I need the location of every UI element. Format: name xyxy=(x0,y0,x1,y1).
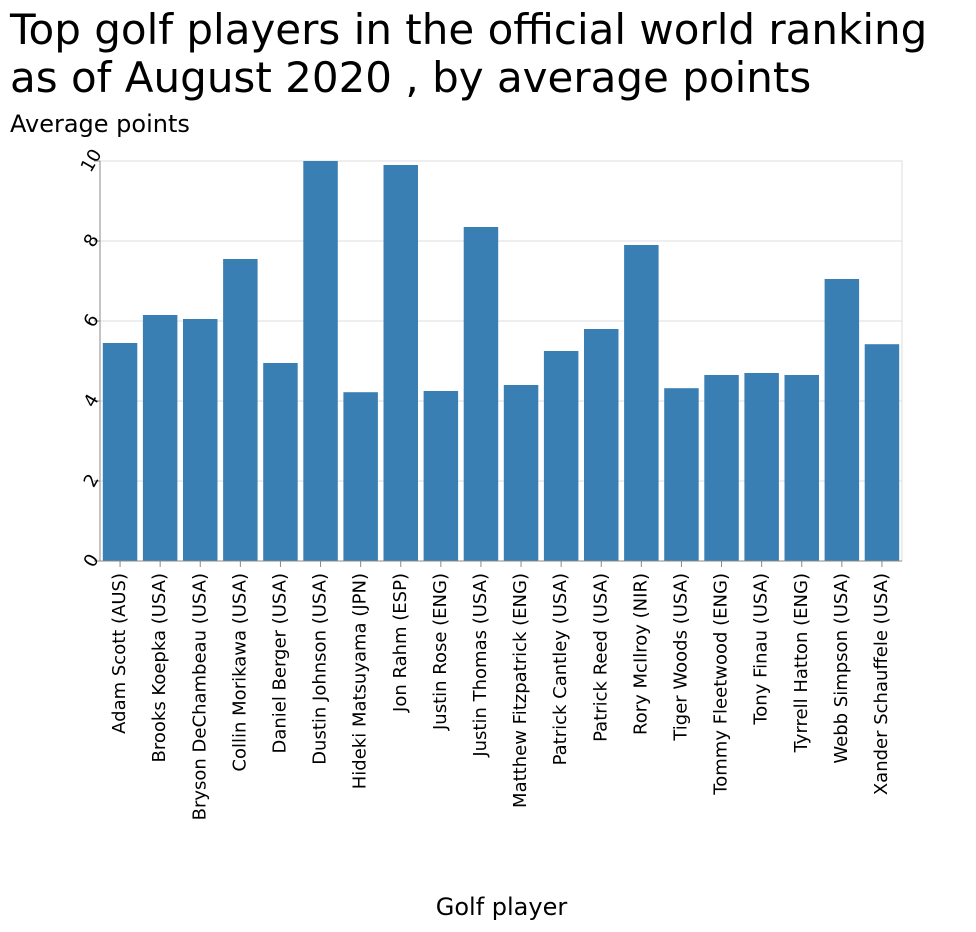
x-tick-label: Bryson DeChambeau (USA) xyxy=(189,573,210,820)
x-tick-label: Tiger Woods (USA) xyxy=(670,573,691,742)
bar xyxy=(183,319,218,561)
bar xyxy=(824,279,860,561)
bar xyxy=(343,392,378,561)
x-tick-label: Justin Rose (ENG) xyxy=(430,573,451,731)
x-tick-label: Patrick Cantley (USA) xyxy=(550,573,571,765)
y-axis-label: Average points xyxy=(10,110,190,138)
bar xyxy=(584,329,619,561)
bar xyxy=(102,343,138,561)
bar xyxy=(303,161,338,561)
bar xyxy=(704,375,739,561)
x-tick-label: Dustin Johnson (USA) xyxy=(310,573,331,765)
bar xyxy=(223,259,258,561)
bar xyxy=(263,363,298,561)
y-tick-label: 10 xyxy=(77,146,107,176)
x-tick-label: Rory McIlroy (NIR) xyxy=(630,573,651,735)
x-tick-label: Justin Thomas (USA) xyxy=(470,573,491,758)
x-tick-label: Jon Rahm (ESP) xyxy=(390,573,411,713)
x-tick-label: Collin Morikawa (USA) xyxy=(229,573,250,772)
x-tick-label: Tyrrell Hatton (ENG) xyxy=(791,573,812,753)
x-tick-label: Patrick Reed (USA) xyxy=(590,573,611,742)
bar xyxy=(142,315,178,561)
x-axis-label: Golf player xyxy=(435,893,568,921)
x-tick-label: Tommy Fleetwood (ENG) xyxy=(711,573,732,796)
bar xyxy=(624,245,659,561)
chart-title: Top golf players in the official world r… xyxy=(10,5,928,102)
bar xyxy=(463,227,499,561)
bar xyxy=(423,391,459,561)
bar xyxy=(543,351,579,561)
x-tick-label: Tony Finau (USA) xyxy=(751,573,772,726)
plot-area xyxy=(99,160,903,562)
bar xyxy=(784,375,819,561)
x-tick-label: Daniel Berger (USA) xyxy=(269,573,290,754)
bar xyxy=(744,373,779,561)
x-tick-label: Webb Simpson (USA) xyxy=(831,573,852,764)
bar xyxy=(503,385,539,561)
x-tick-label: Brooks Koepka (USA) xyxy=(149,573,170,762)
x-tick-label: Hideki Matsuyama (JPN) xyxy=(350,573,371,789)
x-tick-label: Matthew Fitzpatrick (ENG) xyxy=(510,573,531,808)
bar xyxy=(864,344,900,561)
x-tick-label: Xander Schauffele (USA) xyxy=(871,573,892,795)
bar xyxy=(383,165,418,561)
bar xyxy=(664,388,699,561)
x-tick-label: Adam Scott (AUS) xyxy=(109,573,130,734)
